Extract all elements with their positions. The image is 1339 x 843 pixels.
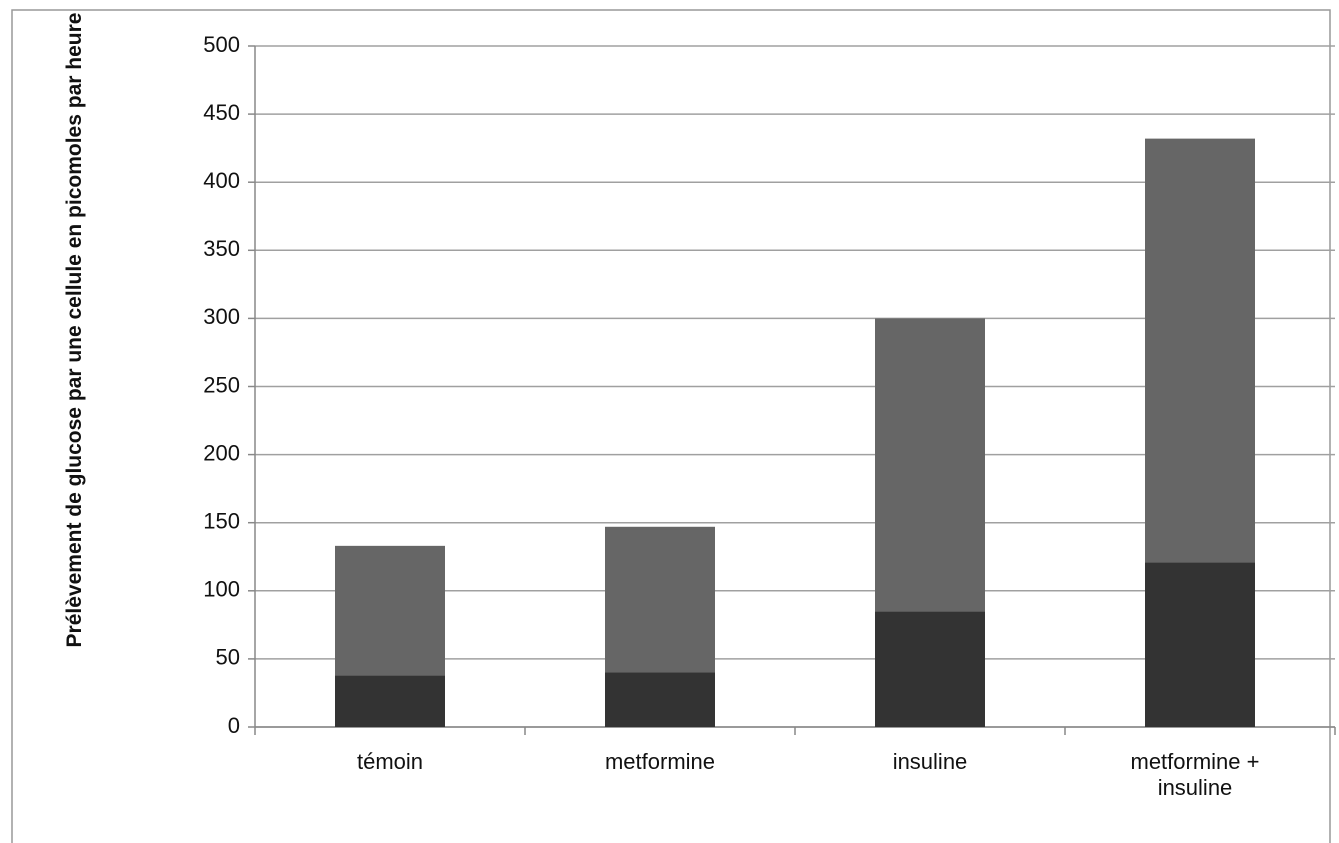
x-tick-label: témoin bbox=[356, 749, 424, 774]
bar-segment bbox=[335, 545, 445, 676]
x-tick-label: insuline bbox=[892, 749, 968, 774]
bar-segment bbox=[1145, 562, 1255, 727]
y-tick-label: 450 bbox=[203, 100, 240, 125]
x-tick-label: metformine + insuline bbox=[1130, 749, 1260, 800]
bar-segment bbox=[605, 526, 715, 673]
y-tick-label: 500 bbox=[203, 32, 240, 57]
bar-segment bbox=[605, 672, 715, 727]
y-tick-label: 300 bbox=[203, 304, 240, 329]
x-tick-label: metformine bbox=[604, 749, 716, 774]
bar-segment bbox=[335, 675, 445, 727]
y-tick-label: 400 bbox=[203, 168, 240, 193]
y-tick-label: 250 bbox=[203, 372, 240, 397]
y-tick-label: 50 bbox=[216, 645, 240, 670]
y-tick-label: 150 bbox=[203, 509, 240, 534]
chart-frame bbox=[11, 9, 1331, 843]
y-axis-label: Prélèvement de glucose par une cellule e… bbox=[63, 12, 86, 648]
y-tick-label: 350 bbox=[203, 236, 240, 261]
bar-segment bbox=[875, 318, 985, 612]
y-tick-label: 200 bbox=[203, 440, 240, 465]
y-tick-label: 100 bbox=[203, 577, 240, 602]
y-tick-label: 0 bbox=[228, 713, 240, 738]
bar-segment bbox=[875, 611, 985, 727]
bar-segment bbox=[1145, 138, 1255, 563]
